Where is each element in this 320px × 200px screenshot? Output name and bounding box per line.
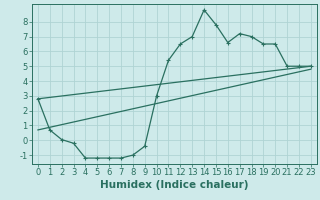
X-axis label: Humidex (Indice chaleur): Humidex (Indice chaleur) <box>100 180 249 190</box>
